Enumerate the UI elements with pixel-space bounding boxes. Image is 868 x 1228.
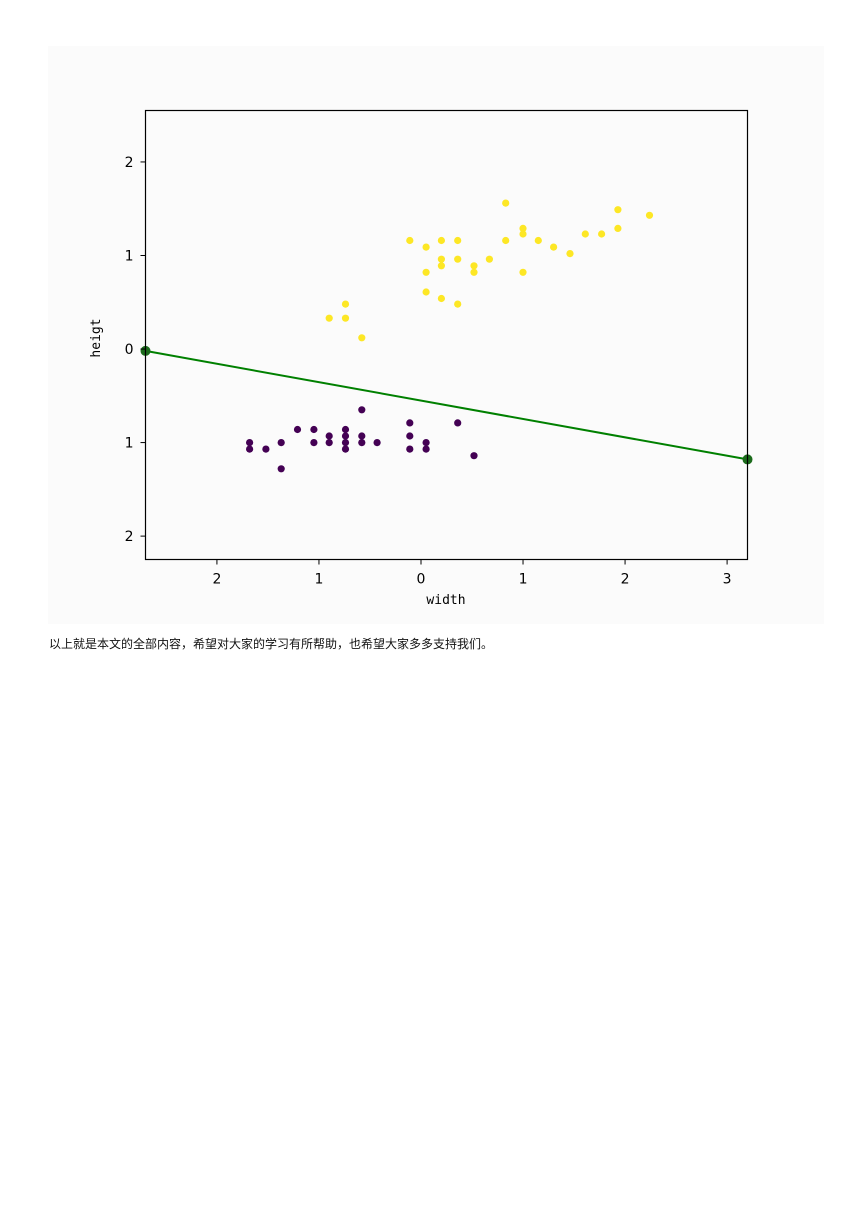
scatter-point [246,445,254,453]
scatter-point [534,236,542,245]
scatter-chart: 2 1 0 1 2 3 2 1 0 1 2 width heigt [89,109,753,608]
scatter-point [341,432,350,440]
scatter-point [406,432,414,440]
scatter-point [422,268,430,276]
scatter-point [437,294,445,303]
scatter-point [519,230,527,238]
scatter-point [406,236,414,245]
x-tick-label: 2 [212,572,221,588]
scatter-point [645,211,654,219]
scatter-point [614,206,622,214]
scatter-point [325,439,333,447]
plot-frame [144,109,749,561]
y-tick-label: 1 [125,436,134,452]
scatter-point [358,406,366,414]
scatter-point [293,425,302,434]
y-tick-label: 0 [125,342,134,358]
scatter-point [277,465,285,473]
scatter-point [406,445,414,453]
scatter-point [373,439,381,447]
scatter-point [422,445,430,453]
article-caption: 以上就是本文的全部内容，希望对大家的学习有所帮助，也希望大家多多支持我们。 [49,637,494,651]
scatter-point [422,439,430,447]
scatter-point [277,439,285,447]
y-tick-label: 1 [125,248,134,264]
chart-marks [140,199,753,473]
scatter-point [566,250,574,258]
scatter-point [598,230,606,238]
scatter-point [246,439,254,447]
scatter-point [470,452,478,460]
scatter-point [550,243,558,251]
scatter-point [502,236,510,245]
scatter-point [325,432,333,440]
scatter-point [358,432,366,440]
scatter-point [581,230,589,238]
scatter-point [325,314,333,322]
decision-boundary-line [145,349,748,461]
x-axis-title: width [426,593,465,608]
scatter-point [358,439,366,447]
x-tick-label: 0 [417,572,426,588]
x-tick-label: 1 [314,572,323,588]
scatter-point [437,262,445,270]
y-tick-label: 2 [125,529,134,545]
scatter-point [341,425,350,434]
scatter-point [422,243,430,251]
scatter-point [519,224,527,232]
scatter-point [470,262,478,270]
scatter-point [341,445,350,453]
scatter-point [454,300,462,308]
scatter-point [454,419,462,427]
scatter-point [519,268,527,276]
scatter-point [341,314,350,322]
scatter-point [310,439,318,447]
scatter-point [262,445,270,453]
y-axis-title: heigt [89,318,104,357]
chart-ticks: 2 1 0 1 2 3 2 1 0 1 2 [125,155,732,588]
scatter-point [341,300,350,308]
scatter-point [454,236,462,245]
x-tick-label: 1 [519,572,528,588]
scatter-point [437,236,445,245]
scatter-point [614,224,622,232]
figure-panel: 2 1 0 1 2 3 2 1 0 1 2 width heigt [48,46,824,624]
x-tick-label: 2 [621,572,630,588]
scatter-point [422,288,430,296]
scatter-point [454,255,462,263]
scatter-point [358,334,366,342]
y-tick-label: 2 [125,155,134,171]
x-tick-label: 3 [723,572,732,588]
scatter-point [406,419,414,427]
scatter-point [310,425,318,434]
scatter-point [502,199,510,207]
scatter-point [485,255,493,263]
scatter-point [470,268,478,276]
scatter-point [437,255,445,263]
scatter-point [341,439,350,447]
